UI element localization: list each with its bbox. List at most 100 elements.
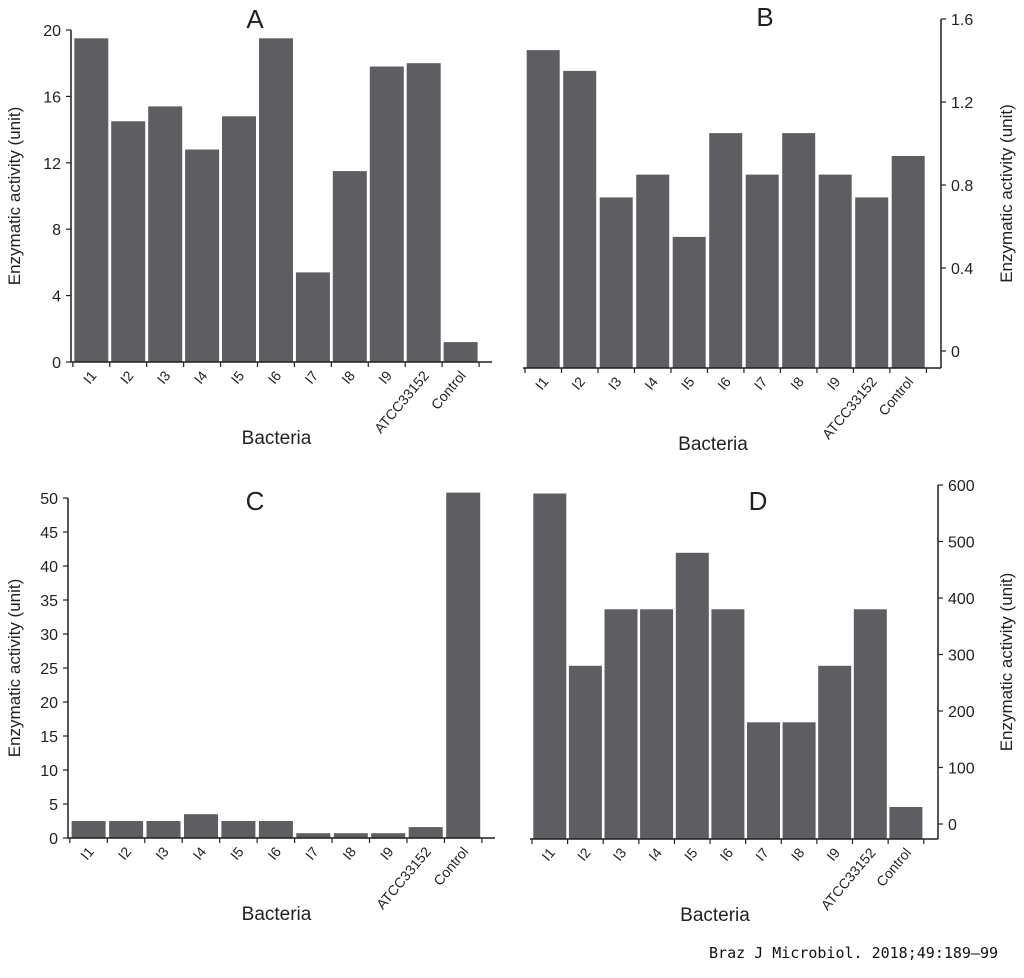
x-axis-label: Bacteria [242,428,312,449]
y-tick-label: 600 [948,478,975,495]
x-tick-label: I7 [752,844,772,863]
x-tick-label: I2 [574,844,594,863]
bar-i1 [74,38,109,363]
bar-i5 [675,552,709,839]
bar-i9 [818,665,852,839]
x-tick-label: I6 [264,367,284,386]
x-tick-label: I5 [681,844,701,863]
x-tick-label: I7 [751,373,771,392]
x-tick-label: I1 [77,843,97,862]
y-axis-label: Enzymatic activity (unit) [997,104,1016,283]
x-axis-label: Bacteria [242,904,312,925]
y-tick-label: 35 [40,593,58,610]
bar-i8 [333,833,368,838]
bar-i3 [604,609,638,839]
x-tick-label: I5 [228,367,248,386]
x-tick-label: I4 [645,844,665,863]
y-axis-label: Enzymatic activity (unit) [5,579,24,758]
x-tick-label: Control [430,844,471,889]
y-tick-label: 20 [40,695,58,712]
x-tick-label: I1 [80,367,100,386]
x-tick-label: I8 [338,367,358,386]
bar-control [443,342,478,362]
bar-i8 [332,171,367,362]
bar-i2 [111,121,146,362]
y-tick-label: 30 [40,627,58,644]
bar-i1 [533,493,567,839]
bar-i3 [599,197,633,368]
x-axis-label: Bacteria [680,905,750,926]
y-tick-label: 300 [948,648,975,665]
panel-title: C [246,486,265,516]
y-tick-label: 5 [49,797,58,814]
x-tick-label: I4 [641,373,661,392]
bar-atcc33152 [408,827,443,838]
y-tick-label: 0 [52,355,61,372]
panel-title: B [756,2,773,32]
x-tick-label: I5 [227,843,247,862]
chart-panel-c: CI1 I2 I3 I4 I5 I6 I7 I8 I9ATCC33152ControlBacte… [5,486,495,925]
y-tick-label: 0 [49,831,58,848]
x-tick-label: I6 [716,844,736,863]
bars [526,50,925,369]
y-tick-label: 45 [40,525,58,542]
x-tick-label: I1 [532,373,552,392]
x-tick-label: I2 [117,367,137,386]
x-tick-label: I9 [823,844,843,863]
x-tick-label: I6 [714,373,734,392]
y-tick-label: 1.6 [951,12,973,29]
y-tick-label: 200 [948,704,975,721]
bar-i2 [109,821,144,838]
bar-i7 [745,174,779,368]
bar-i6 [709,133,743,368]
citation: Braz J Microbiol. 2018;49:189–99 [709,944,998,962]
x-tick-label: I2 [115,843,135,862]
bar-i2 [563,70,597,369]
y-tick-label: 16 [43,89,61,106]
x-tick-label: I6 [264,843,284,862]
y-tick-label: 100 [948,761,975,778]
y-tick-label: 25 [40,661,58,678]
y-tick-label: 0 [951,344,960,361]
bar-control [889,807,923,839]
y-tick-label: 0.4 [951,261,973,278]
chart-panel-d: DI1 I2 I3 I4 I5 I6 I7 I8 I9ATCC33152ControlBacte… [530,478,1016,926]
bar-i7 [295,272,330,362]
x-tick-label: I4 [189,843,209,862]
x-tick-label: Control [873,845,914,890]
x-tick-label: I3 [152,843,172,862]
y-tick-label: 15 [40,729,58,746]
bar-i4 [184,814,218,838]
bar-i5 [672,236,706,368]
bar-i4 [185,149,220,362]
y-axis-label: Enzymatic activity (unit) [997,573,1016,752]
y-tick-label: 10 [40,763,58,780]
x-tick-label: Control [428,368,469,413]
bar-i9 [371,833,406,838]
x-tick-label: I7 [302,843,322,862]
bar-i4 [640,609,674,839]
y-tick-label: 400 [948,591,975,608]
bars [533,493,923,839]
bar-i2 [568,665,602,839]
bar-i6 [711,609,745,839]
bar-i7 [747,722,780,839]
x-tick-label: I5 [678,373,698,392]
x-tick-label: I3 [605,373,625,392]
bar-atcc33152 [855,197,889,368]
y-tick-label: 4 [52,289,61,306]
bar-atcc33152 [853,609,887,839]
x-tick-label: I9 [377,843,397,862]
y-tick-label: 8 [52,222,61,239]
x-tick-label: I8 [788,844,808,863]
x-tick-label: Control [875,374,916,419]
y-axis-label: Enzymatic activity (unit) [5,107,24,286]
x-tick-label: I2 [568,373,588,392]
bars [74,38,478,363]
y-tick-label: 20 [43,23,61,40]
chart-panel-a: AI1 I2 I3 I4 I5 I6 I7 I8 I9ATCC33152ControlBacte… [5,4,492,449]
y-tick-label: 50 [40,491,58,508]
bar-i8 [782,722,816,839]
x-tick-label: I9 [824,373,844,392]
